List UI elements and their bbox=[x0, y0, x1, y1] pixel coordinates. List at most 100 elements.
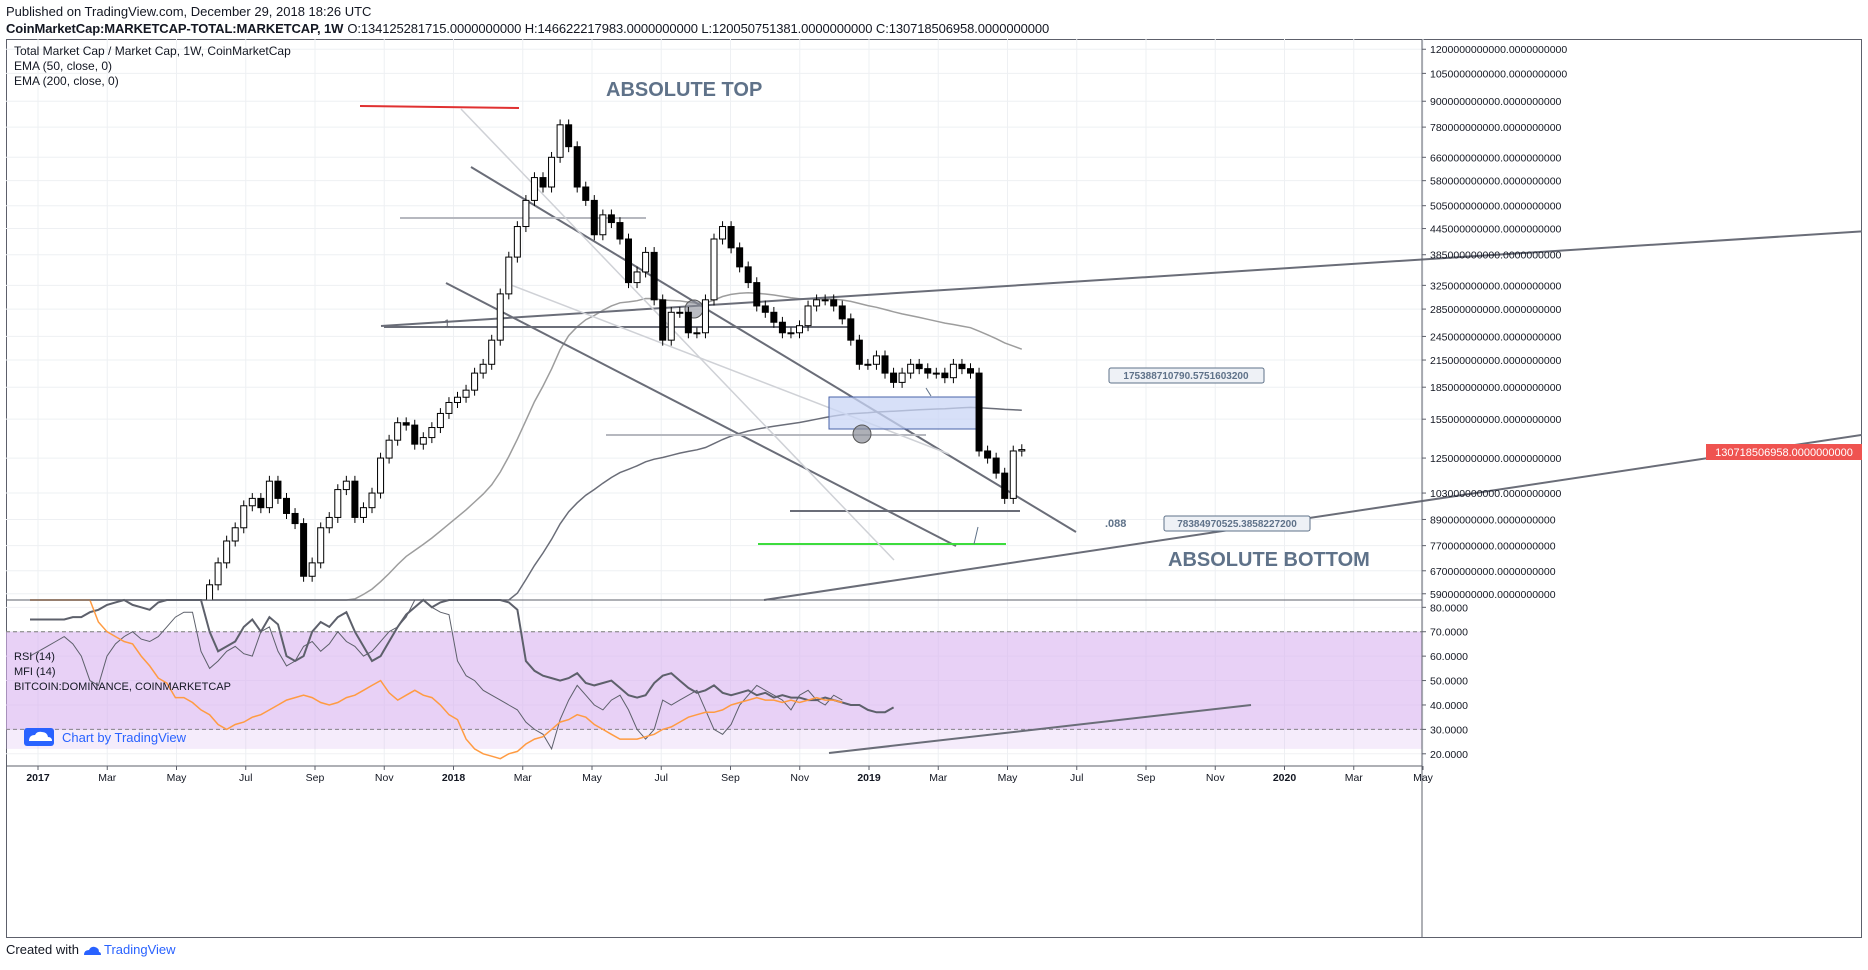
current-price-tag bbox=[1706, 444, 1862, 460]
indicator-tick-label: 40.0000 bbox=[1430, 700, 1468, 712]
candle-bear bbox=[257, 497, 265, 509]
indicator-horizontal-level[interactable] bbox=[828, 704, 1252, 754]
candle-bull bbox=[368, 492, 376, 509]
candle-bull bbox=[821, 299, 829, 302]
candle-bear bbox=[941, 372, 949, 379]
legend-dominance: BITCOIN:DOMINANCE, COINMARKETCAP bbox=[14, 681, 231, 693]
candle-bull bbox=[265, 480, 273, 509]
candle-bear bbox=[830, 299, 838, 307]
candle-bear bbox=[924, 368, 932, 374]
candle-bull bbox=[436, 412, 444, 429]
candle-bull bbox=[394, 422, 402, 441]
chart-frame[interactable]: 1200000000000.0000000000 1050000000000.00… bbox=[6, 39, 1868, 938]
candle-bull bbox=[804, 305, 812, 327]
candle-bull bbox=[325, 516, 333, 529]
candle-bear bbox=[573, 146, 581, 188]
candle-bear bbox=[770, 311, 778, 323]
candle-bear bbox=[351, 480, 359, 518]
candle-bear bbox=[915, 363, 923, 370]
trend-line-support[interactable] bbox=[763, 433, 1868, 601]
indicator-tick-label: 30.0000 bbox=[1430, 724, 1468, 736]
legend-ema200: EMA (200, close, 0) bbox=[14, 74, 119, 88]
trend-line-rising[interactable] bbox=[380, 230, 1868, 327]
candle-bull bbox=[385, 439, 393, 459]
candle-bull bbox=[864, 363, 872, 366]
price-tick-label: 580000000000.0000000000 bbox=[1430, 176, 1562, 188]
price-axis[interactable]: 1200000000000.0000000000 1050000000000.00… bbox=[1421, 39, 1567, 938]
ohlc-values: O:134125281715.0000000000 H:146622217983… bbox=[347, 21, 1050, 36]
trend-line-upper[interactable] bbox=[470, 166, 1077, 533]
candle-bear bbox=[659, 299, 667, 341]
time-tick-label: May bbox=[582, 772, 603, 784]
published-line: Published on TradingView.com, December 2… bbox=[6, 4, 372, 19]
candle-bear bbox=[1001, 472, 1009, 499]
price-tick-label: 1050000000000.0000000000 bbox=[1430, 68, 1567, 80]
indicator-tick-label: 50.0000 bbox=[1430, 676, 1468, 688]
candle-bull bbox=[496, 293, 504, 341]
candle-bull bbox=[548, 156, 556, 188]
tradingview-logo-icon bbox=[83, 946, 101, 955]
candle-bull bbox=[505, 256, 513, 295]
time-tick-label: Mar bbox=[929, 772, 948, 784]
price-label-lower-box bbox=[1163, 515, 1311, 532]
candle-bull bbox=[359, 507, 367, 518]
price-tick-label: 59000000000.0000000000 bbox=[1430, 589, 1556, 601]
candle-bear bbox=[616, 222, 624, 240]
price-tick-label: 1200000000000.0000000000 bbox=[1430, 44, 1567, 56]
callout-pointer-upper[interactable] bbox=[925, 387, 932, 397]
candle-bear bbox=[590, 199, 598, 236]
chart-canvas[interactable]: 1200000000000.0000000000 1050000000000.00… bbox=[6, 39, 1868, 938]
footer: Created with TradingView bbox=[6, 942, 176, 957]
time-tick-label: Sep bbox=[721, 772, 740, 784]
candles bbox=[206, 119, 1026, 601]
candle-bull bbox=[796, 325, 803, 334]
candle-bull bbox=[872, 355, 880, 365]
time-tick-label: Mar bbox=[1345, 772, 1364, 784]
candle-bear bbox=[992, 457, 1000, 474]
mfi-line bbox=[29, 599, 843, 751]
callout-pointer-lower[interactable] bbox=[973, 526, 979, 545]
symbol-line: CoinMarketCap:MARKETCAP-TOTAL:MARKETCAP,… bbox=[6, 21, 1049, 36]
time-tick-label: Mar bbox=[98, 772, 117, 784]
candle-bull bbox=[932, 372, 940, 375]
price-tick-label: 103000000000.0000000000 bbox=[1430, 488, 1562, 500]
candle-bull bbox=[317, 527, 325, 564]
tradingview-watermark[interactable]: Chart by TradingView bbox=[24, 728, 187, 746]
candle-bull bbox=[206, 584, 214, 601]
price-tick-label: 155000000000.0000000000 bbox=[1430, 414, 1562, 426]
candle-bull bbox=[719, 226, 727, 240]
price-tick-label: 780000000000.0000000000 bbox=[1430, 122, 1562, 134]
footer-brand[interactable]: TradingView bbox=[103, 942, 176, 957]
legend-ema50: EMA (50, close, 0) bbox=[14, 59, 112, 73]
price-tick-label: 505000000000.0000000000 bbox=[1430, 201, 1562, 213]
candle-bull bbox=[813, 299, 821, 307]
price-tick-label: 660000000000.0000000000 bbox=[1430, 152, 1562, 164]
price-label-upper: 175388710790.5751603200 bbox=[1123, 371, 1249, 382]
price-tick-label: 325000000000.0000000000 bbox=[1430, 280, 1562, 292]
candle-bear bbox=[847, 318, 855, 341]
candle-bull bbox=[1018, 449, 1026, 452]
legend-main: Total Market Cap / Market Cap, 1W, CoinM… bbox=[14, 44, 291, 58]
candle-bear bbox=[838, 305, 846, 320]
candle-bull bbox=[701, 299, 709, 334]
price-tick-label: 89000000000.0000000000 bbox=[1430, 514, 1556, 526]
absolute-top-line[interactable] bbox=[359, 105, 520, 109]
candle-bear bbox=[984, 450, 992, 459]
candle-bull bbox=[342, 480, 350, 491]
candle-bear bbox=[778, 321, 786, 334]
footer-created: Created with bbox=[6, 942, 79, 957]
time-axis[interactable]: 2017 Mar May Jul Sep Nov 2018 Mar May Jul Sep Nov 20… bbox=[6, 599, 1434, 784]
fib-target-box[interactable] bbox=[828, 396, 982, 430]
candle-bear bbox=[539, 177, 547, 188]
absolute-top-label: ABSOLUTE TOP bbox=[606, 79, 762, 101]
candle-bear bbox=[727, 226, 735, 249]
marker-circle[interactable] bbox=[852, 424, 872, 444]
price-tick-label: 185000000000.0000000000 bbox=[1430, 382, 1562, 394]
candle-bull bbox=[1009, 450, 1017, 499]
candle-bear bbox=[855, 339, 863, 365]
time-tick-label: Sep bbox=[1137, 772, 1156, 784]
candle-bull bbox=[454, 396, 461, 403]
candle-bear bbox=[291, 512, 299, 525]
candle-bull bbox=[556, 124, 564, 158]
candle-bull bbox=[599, 214, 607, 236]
